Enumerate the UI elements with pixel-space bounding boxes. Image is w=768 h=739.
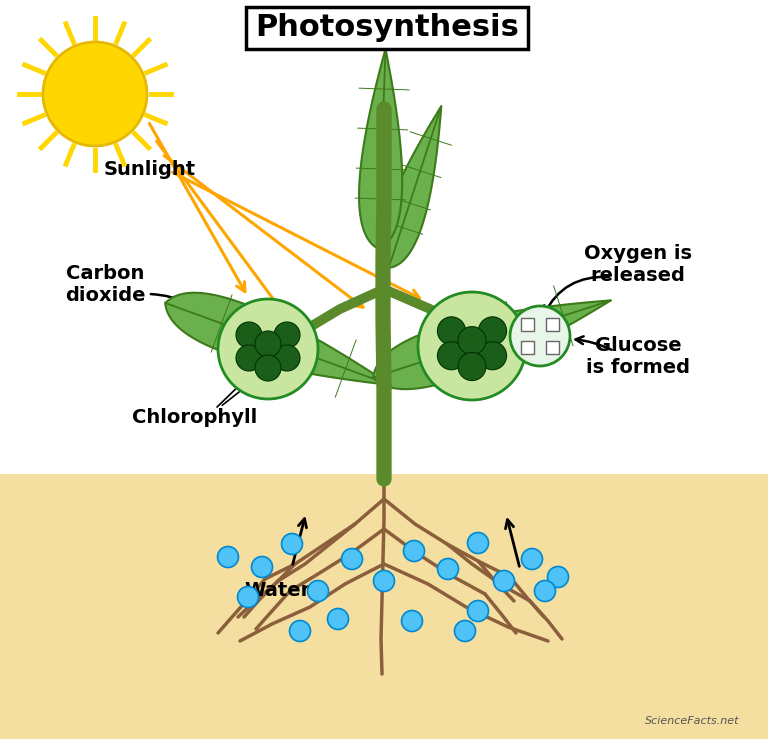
Circle shape	[255, 355, 281, 381]
Circle shape	[403, 540, 425, 562]
FancyBboxPatch shape	[0, 474, 768, 739]
Circle shape	[342, 548, 362, 570]
Circle shape	[494, 571, 515, 591]
Circle shape	[236, 322, 262, 348]
Circle shape	[478, 341, 507, 370]
Text: Water: Water	[245, 582, 311, 601]
Circle shape	[458, 353, 486, 381]
Circle shape	[237, 587, 259, 607]
Circle shape	[274, 345, 300, 371]
Circle shape	[510, 306, 570, 366]
Text: Photosynthesis: Photosynthesis	[255, 13, 519, 41]
Circle shape	[255, 331, 281, 357]
Circle shape	[478, 317, 507, 345]
Text: Sunlight: Sunlight	[104, 160, 196, 179]
Text: Chlorophyll: Chlorophyll	[132, 407, 257, 426]
Polygon shape	[165, 293, 391, 385]
Circle shape	[307, 581, 329, 602]
Circle shape	[458, 327, 486, 355]
Circle shape	[438, 317, 465, 345]
Circle shape	[521, 548, 542, 570]
Circle shape	[438, 559, 458, 579]
Circle shape	[43, 42, 147, 146]
Circle shape	[218, 299, 318, 399]
Circle shape	[438, 341, 465, 370]
FancyBboxPatch shape	[521, 319, 534, 331]
Text: Oxygen is
released: Oxygen is released	[584, 243, 692, 285]
Text: Glucose
is formed: Glucose is formed	[586, 336, 690, 376]
FancyBboxPatch shape	[246, 7, 528, 49]
Circle shape	[418, 292, 526, 400]
Circle shape	[217, 547, 239, 568]
FancyBboxPatch shape	[521, 341, 534, 354]
Circle shape	[455, 621, 475, 641]
Circle shape	[468, 601, 488, 621]
Circle shape	[402, 610, 422, 632]
Text: Carbon
dioxide: Carbon dioxide	[65, 264, 145, 304]
Circle shape	[274, 322, 300, 348]
Circle shape	[327, 608, 349, 630]
Circle shape	[282, 534, 303, 554]
FancyBboxPatch shape	[546, 341, 559, 354]
Polygon shape	[381, 106, 442, 268]
Circle shape	[373, 571, 395, 591]
Circle shape	[251, 556, 273, 577]
Circle shape	[548, 567, 568, 588]
Circle shape	[236, 345, 262, 371]
Polygon shape	[373, 300, 611, 389]
Text: ScienceFacts.net: ScienceFacts.net	[645, 716, 740, 726]
Circle shape	[468, 533, 488, 554]
Circle shape	[290, 621, 310, 641]
FancyBboxPatch shape	[546, 319, 559, 331]
Polygon shape	[359, 49, 402, 249]
Circle shape	[535, 581, 555, 602]
